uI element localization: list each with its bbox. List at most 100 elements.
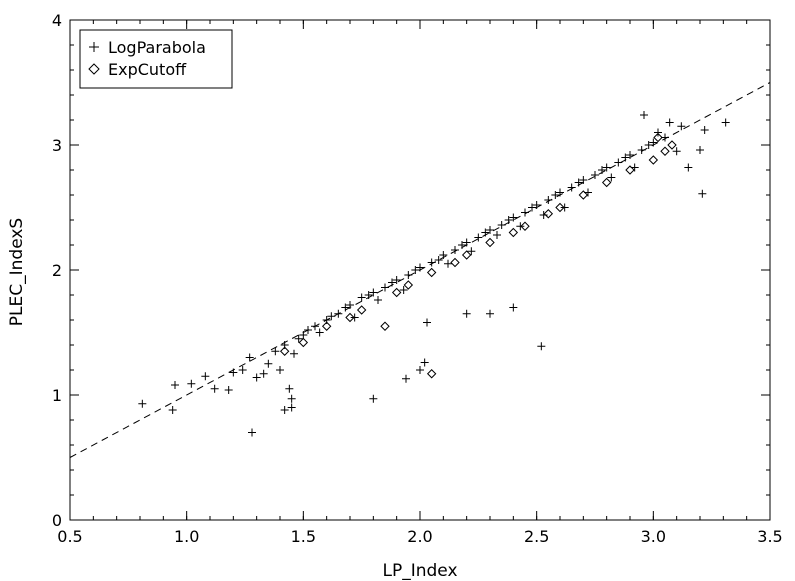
expcutoff-point: [380, 321, 390, 331]
x-tick-label: 3.0: [641, 527, 666, 546]
logparabola-point: [607, 173, 616, 182]
logparabola-point: [369, 288, 378, 297]
logparabola-point: [369, 394, 378, 403]
logparabola-point: [537, 342, 546, 351]
logparabola-point: [285, 384, 294, 393]
y-tick-label: 4: [52, 11, 62, 30]
axes: 0.5 1.0 1.5 2.0 2.5 3.0 3.5 0 1 2 3 4: [52, 11, 783, 546]
expcutoff-point: [403, 280, 414, 290]
logparabola-point: [201, 372, 210, 381]
logparabola-point: [637, 146, 646, 154]
logparabola-point: [509, 303, 518, 312]
expcutoff-point: [321, 321, 332, 331]
logparabola-point: [381, 283, 389, 292]
x-tick-label: 1.0: [174, 527, 199, 546]
logparabola-point: [567, 183, 576, 192]
logparabola-point: [462, 309, 471, 318]
logparabola-point: [467, 247, 476, 256]
logparabola-point: [327, 312, 336, 321]
logparabola-point: [665, 118, 674, 127]
data-points: [138, 111, 730, 437]
expcutoff-point: [461, 250, 472, 260]
logparabola-point: [621, 153, 630, 162]
logparabola-point: [299, 331, 308, 339]
logparabola-point: [444, 259, 452, 268]
expcutoff-point: [450, 257, 460, 268]
x-tick-label: 3.5: [757, 527, 782, 546]
y-tick-label: 0: [52, 511, 62, 530]
logparabola-point: [388, 278, 396, 287]
expcutoff-point: [653, 132, 663, 143]
logparabola-point: [423, 318, 431, 327]
expcutoff-point: [298, 337, 309, 348]
legend: LogParabola ExpCutoff: [79, 29, 233, 89]
logparabola-point: [420, 358, 429, 367]
logparabola-point: [614, 158, 623, 167]
logparabola-point: [404, 271, 413, 279]
logparabola-point: [248, 428, 256, 437]
logparabola-point: [644, 141, 653, 149]
logparabola-point: [276, 366, 284, 374]
y-tick-label: 2: [52, 261, 62, 280]
logparabola-point: [434, 256, 443, 264]
expcutoff-point: [601, 177, 612, 188]
expcutoff-point: [426, 369, 437, 379]
logparabola-point: [346, 301, 354, 309]
legend-diamond-icon: [88, 63, 100, 75]
y-tick-label: 3: [52, 136, 62, 155]
expcutoff-point: [279, 346, 290, 356]
x-axis-label: LP_Index: [382, 561, 457, 581]
logparabola-point: [544, 196, 553, 204]
logparabola-point: [392, 276, 401, 284]
logparabola-point: [539, 211, 548, 219]
logparabola-point: [493, 231, 501, 239]
expcutoff-point: [391, 287, 402, 298]
logparabola-point: [654, 128, 662, 137]
logparabola-point: [481, 228, 490, 237]
logparabola-point: [252, 373, 261, 382]
logparabola-point: [224, 386, 233, 394]
expcutoff-point: [426, 267, 437, 278]
expcutoff-point: [667, 140, 677, 150]
logparabola-point: [451, 246, 459, 254]
logparabola-point: [271, 347, 280, 356]
logparabola-point: [486, 226, 494, 234]
expcutoff-point: [578, 190, 589, 200]
logparabola-point: [416, 263, 424, 272]
logparabola-point: [138, 399, 147, 408]
logparabola-point: [187, 379, 196, 388]
logparabola-point: [399, 286, 408, 294]
y-axis-label: PLEC_IndexS: [7, 218, 27, 326]
logparabola-point: [341, 303, 350, 312]
logparabola-point: [684, 163, 693, 172]
logparabola-point: [521, 208, 529, 217]
logparabola-point: [462, 238, 471, 247]
expcutoff-point: [625, 165, 635, 175]
expcutoff-point: [660, 146, 670, 156]
logparabola-point: [677, 122, 686, 131]
x-tick-label: 1.5: [291, 527, 316, 546]
logparabola-point: [700, 126, 709, 134]
legend-label: ExpCutoff: [108, 60, 187, 79]
logparabola-point: [626, 151, 634, 159]
logparabola-point: [364, 291, 373, 299]
logparabola-point: [304, 326, 312, 334]
logparabola-point: [315, 328, 324, 337]
expcutoff-point: [543, 209, 554, 219]
logparabola-point: [264, 359, 273, 368]
expcutoff-point: [485, 237, 495, 248]
logparabola-point: [721, 118, 730, 127]
logparabola-point: [294, 334, 303, 343]
logparabola-point: [357, 293, 366, 302]
logparabola-point: [497, 221, 506, 229]
legend-plus-icon: [89, 42, 99, 52]
logparabola-point: [528, 203, 536, 212]
logparabola-point: [672, 147, 681, 156]
logparabola-point: [602, 163, 611, 172]
logparabola-point: [416, 366, 424, 374]
logparabola-point: [402, 374, 410, 383]
logparabola-point: [427, 258, 436, 267]
logparabola-point: [458, 241, 466, 249]
